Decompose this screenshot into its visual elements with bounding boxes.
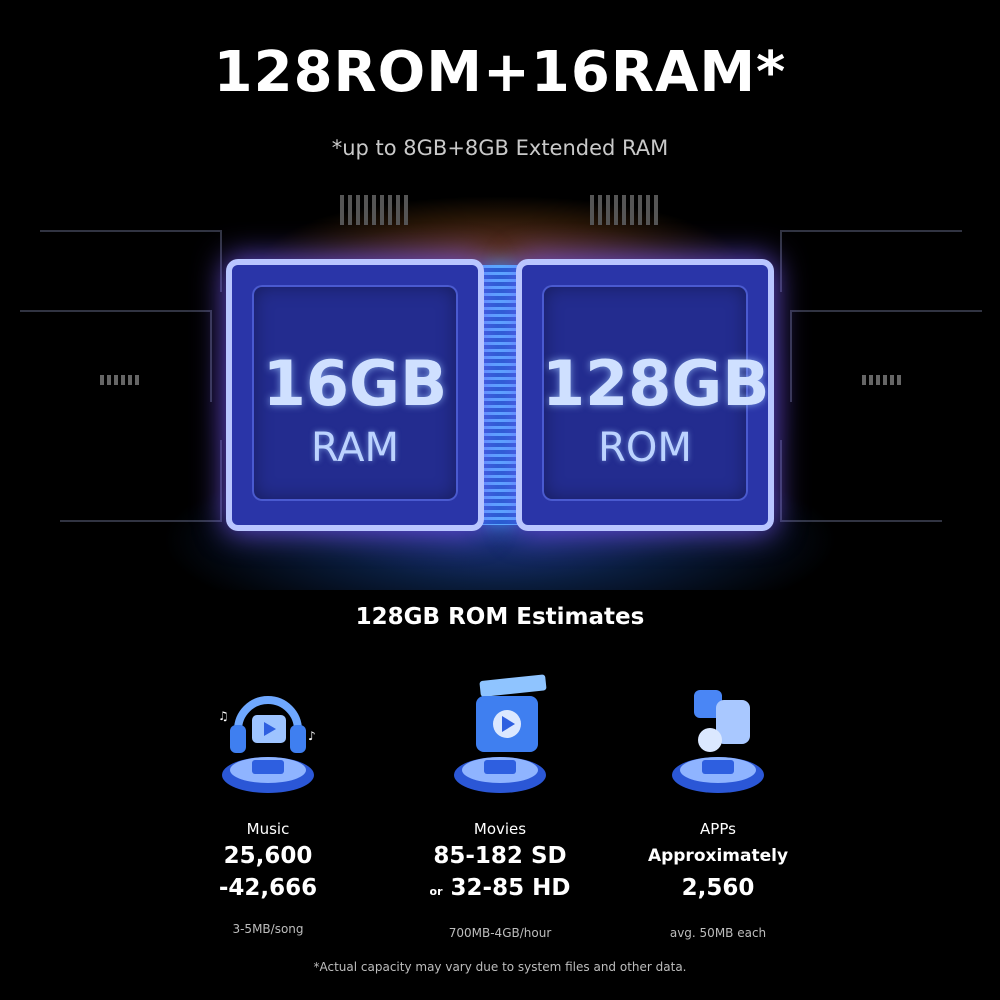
ram-size: 16GB: [262, 347, 448, 420]
subtitle: *up to 8GB+8GB Extended RAM: [331, 136, 669, 160]
estimate-label: Movies: [473, 820, 527, 838]
footnote: *Actual capacity may vary due to system …: [313, 960, 687, 974]
estimate-note: 3-5MB/song: [232, 922, 304, 936]
estimate-value-line2: -42,666: [218, 875, 318, 901]
estimate-apps: APPs Approximately 2,560 avg. 50MB each: [588, 670, 848, 940]
estimate-label: APPs: [700, 820, 736, 838]
estimate-value-line2: 2,560: [681, 875, 755, 901]
section-title: 128GB ROM Estimates: [355, 604, 645, 630]
rom-size: 128GB: [542, 347, 770, 420]
estimate-movies: Movies 85-182 SD or 32-85 HD 700MB-4GB/h…: [370, 670, 630, 940]
svg-text:♪: ♪: [308, 729, 316, 743]
estimate-note: avg. 50MB each: [669, 926, 767, 940]
movie-clapper-play-icon: [440, 670, 560, 800]
svg-text:♫: ♫: [218, 709, 229, 723]
estimate-label: Music: [246, 820, 290, 838]
page-title: 128ROM+16RAM*: [213, 40, 787, 105]
chip-bus-connector: [482, 265, 518, 525]
rom-label: ROM: [598, 425, 692, 471]
ram-chip: 16GB RAM: [222, 253, 488, 537]
estimate-note: 700MB-4GB/hour: [448, 926, 552, 940]
headphones-music-icon: ♫ ♪: [208, 670, 328, 800]
estimate-value-line1: 85-182 SD: [433, 843, 567, 869]
estimate-value-line2: or 32-85 HD: [429, 875, 571, 901]
estimate-music: ♫ ♪ Music 25,600 -42,666 3-5MB/song: [138, 670, 398, 936]
ram-label: RAM: [310, 425, 400, 471]
rom-chip: 128GB ROM: [512, 253, 778, 537]
estimate-value-line1: Approximately: [647, 846, 789, 866]
apps-cubes-icon: [658, 670, 778, 800]
estimate-value-line1: 25,600: [223, 843, 313, 869]
